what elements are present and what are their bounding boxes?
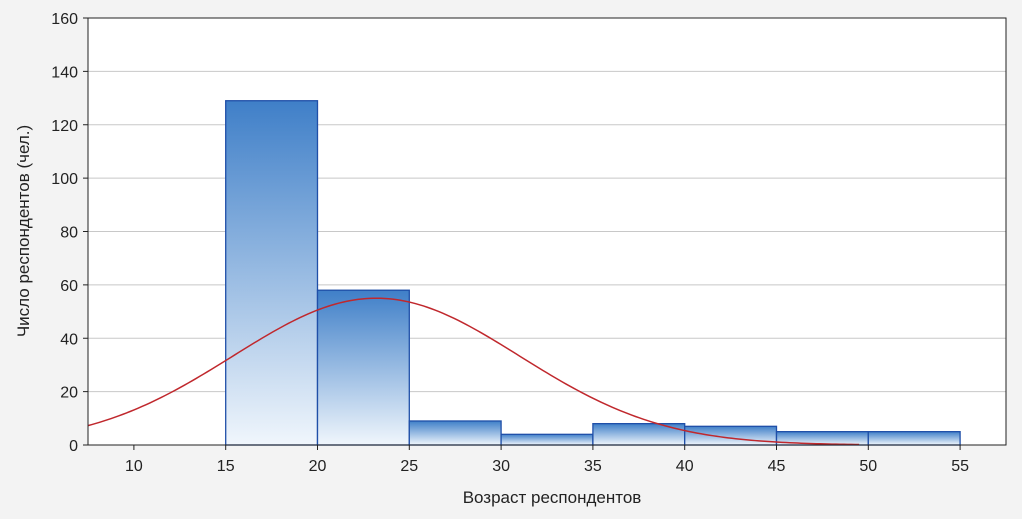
x-tick-label: 35 <box>584 458 602 475</box>
x-axis-ticks: 10 15 20 25 30 35 40 45 50 55 <box>125 445 969 475</box>
x-tick-label: 10 <box>125 458 143 475</box>
y-tick-label: 100 <box>51 171 78 188</box>
histogram-bar <box>500 433 594 446</box>
x-tick-label: 40 <box>676 458 694 475</box>
x-tick-label: 50 <box>859 458 877 475</box>
x-tick-label: 20 <box>309 458 327 475</box>
histogram-bar <box>684 425 778 446</box>
x-tick-label: 15 <box>217 458 235 475</box>
y-tick-label: 140 <box>51 64 78 81</box>
histogram-bar <box>408 420 502 446</box>
y-axis-title: Число респондентов (чел.) <box>14 125 33 337</box>
y-tick-label: 40 <box>60 331 78 348</box>
histogram-bar <box>225 100 319 446</box>
y-tick-label: 20 <box>60 385 78 402</box>
x-tick-label: 45 <box>768 458 786 475</box>
x-tick-label: 30 <box>492 458 510 475</box>
y-tick-label: 160 <box>51 11 78 28</box>
x-tick-label: 25 <box>400 458 418 475</box>
y-tick-label: 80 <box>60 225 78 242</box>
y-tick-label: 0 <box>69 438 78 455</box>
histogram-bar <box>867 431 961 446</box>
y-axis-ticks: 0 20 40 60 80 100 120 140 160 <box>51 11 88 455</box>
y-tick-label: 60 <box>60 278 78 295</box>
x-tick-label: 55 <box>951 458 969 475</box>
normal-curve <box>87 297 860 446</box>
y-tick-label: 120 <box>51 118 78 135</box>
histogram-bar <box>316 289 410 446</box>
x-axis-title: Возраст респондентов <box>463 488 642 507</box>
